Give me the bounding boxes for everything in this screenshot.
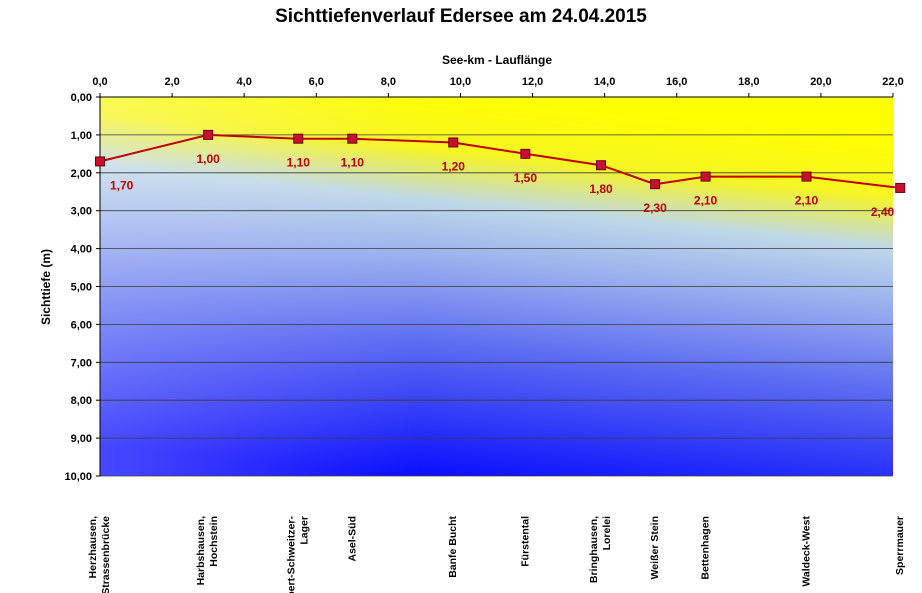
- data-point: [520, 148, 531, 159]
- data-point: [700, 171, 711, 182]
- plot-area: 0,0 2,0 4,0 6,0 8,0 10,0 12,0 14,0 16,0 18,0 20,0 2…: [64, 76, 906, 483]
- x-tick-label: 6,0: [309, 76, 324, 88]
- y-tick-label: 8,00: [71, 395, 92, 407]
- data-point: [203, 129, 214, 140]
- data-label: 1,00: [196, 152, 220, 166]
- x-tick-label: 14,0: [594, 76, 615, 88]
- y-tick-label: 10,00: [64, 471, 92, 483]
- site-label: Hochstein: [208, 516, 220, 567]
- data-label: 1,50: [514, 171, 538, 185]
- data-labels: 1,70 1,00 1,10 1,10 1,20 1,50 1,80 2,30 2,10 2,10…: [110, 152, 895, 219]
- data-label: 2,40: [871, 205, 895, 219]
- data-label: 1,80: [589, 182, 613, 196]
- x-tick-labels: 0,0 2,0 4,0 6,0 8,0 10,0 12,0 14,0 16,0 18,0 20,0 2…: [92, 76, 904, 97]
- x-axis-title: See-km - Lauflänge: [442, 53, 552, 67]
- x-tick-label: 16,0: [666, 76, 687, 88]
- site-label: Weißer Stein: [649, 516, 661, 579]
- data-label: 1,10: [341, 156, 365, 170]
- x-tick-label: 4,0: [237, 76, 252, 88]
- x-tick-label: 22,0: [882, 76, 903, 88]
- site-label: Banfe Bucht: [447, 515, 459, 577]
- y-tick-label: 7,00: [71, 357, 92, 369]
- data-point: [650, 179, 661, 190]
- site-label: Harbshausen,: [195, 516, 207, 586]
- site-label: Lorelei: [601, 516, 613, 551]
- data-point: [95, 156, 105, 167]
- site-label: Albert-Schweitzer-: [285, 516, 297, 593]
- y-tick-label: 4,00: [71, 244, 92, 256]
- x-tick-label: 10,0: [450, 76, 471, 88]
- x-tick-label: 12,0: [522, 76, 543, 88]
- data-label: 1,20: [442, 159, 466, 173]
- site-label: Herzhausen,: [87, 516, 99, 579]
- site-label: Sperrmauer: [894, 516, 906, 575]
- x-tick-label: 18,0: [738, 76, 759, 88]
- x-tick-label: 0,0: [92, 76, 107, 88]
- y-tick-label: 9,00: [71, 433, 92, 445]
- data-point: [448, 137, 459, 148]
- data-label: 2,10: [694, 194, 718, 208]
- data-label: 1,70: [110, 178, 134, 192]
- x-tick-label: 8,0: [381, 76, 396, 88]
- y-tick-label: 5,00: [71, 282, 92, 294]
- y-tick-label: 1,00: [71, 130, 92, 142]
- data-point: [895, 182, 906, 193]
- y-tick-label: 2,00: [71, 168, 92, 180]
- site-label: Strassenbrücke: [100, 516, 112, 593]
- y-tick-label: 3,00: [71, 206, 92, 218]
- grid-lines: [100, 134, 893, 477]
- y-tick-labels: 0,00 1,00 2,00 3,00 4,00 5,00 6,00 7,00 8,00 9,00…: [64, 92, 100, 483]
- y-axis-title: Sichttiefe (m): [39, 249, 53, 325]
- site-label: Lager: [298, 516, 310, 545]
- x-tick-label: 20,0: [810, 76, 831, 88]
- x-tick-label: 2,0: [164, 76, 179, 88]
- y-tick-label: 0,00: [71, 92, 92, 104]
- data-label: 2,10: [795, 194, 819, 208]
- data-point: [347, 133, 358, 144]
- y-tick-label: 6,00: [71, 319, 92, 331]
- data-point: [801, 171, 812, 182]
- data-point: [596, 160, 607, 171]
- data-label: 1,10: [287, 156, 311, 170]
- series-markers: [95, 129, 906, 193]
- site-label: Waldeck-West: [801, 516, 813, 587]
- site-label: Asel-Süd: [346, 516, 358, 562]
- site-labels: Herzhausen, Strassenbrücke Harbshausen, Hoc…: [87, 515, 906, 593]
- chart-title: Sichttiefenverlauf Edersee am 24.04.2015: [275, 6, 647, 27]
- data-point: [293, 133, 304, 144]
- site-label: Bringhausen,: [588, 516, 600, 583]
- site-label: Bettenhagen: [700, 516, 712, 580]
- data-label: 2,30: [643, 201, 667, 215]
- site-label: Fürstental: [519, 516, 531, 567]
